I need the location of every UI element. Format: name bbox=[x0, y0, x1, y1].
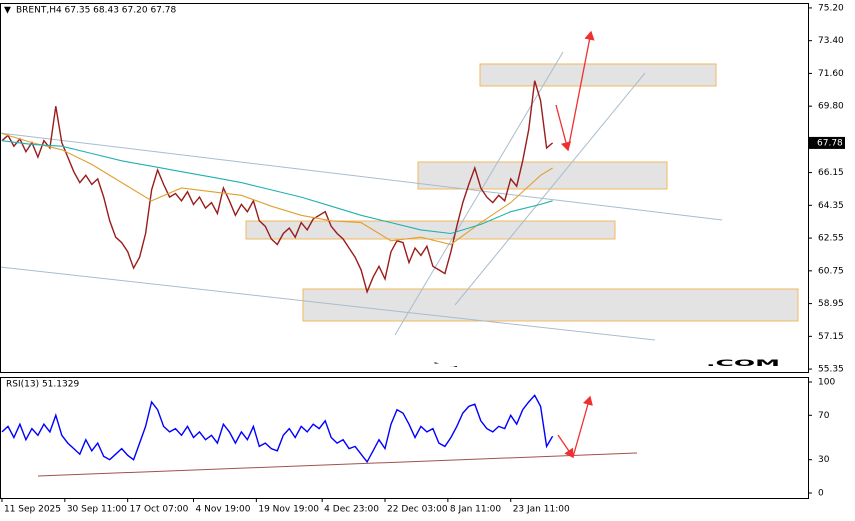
y-tick-label: 69.80 bbox=[818, 102, 844, 112]
last-price-box bbox=[809, 136, 845, 149]
price-panel-border bbox=[0, 3, 809, 373]
y-tick-label: 70 bbox=[818, 411, 830, 421]
level-box bbox=[302, 288, 799, 322]
y-tick-label: 71.60 bbox=[818, 69, 844, 79]
y-tick-label: 58.95 bbox=[818, 299, 844, 309]
y-tick-label: 73.40 bbox=[818, 36, 844, 46]
title-arrow: ▼ bbox=[4, 6, 11, 16]
forecast-arrow bbox=[567, 30, 595, 151]
y-tick-label: 60.75 bbox=[818, 266, 844, 276]
watermark-bel: BEL bbox=[303, 361, 402, 371]
y-tick-label: 66.15 bbox=[818, 168, 844, 178]
watermark-investor: INVESTOR bbox=[404, 361, 704, 371]
forecast-arrow bbox=[555, 104, 572, 152]
y-tick-label: 64.35 bbox=[818, 201, 844, 211]
watermark: BEL INVESTOR .COM bbox=[302, 359, 780, 372]
y-tick-label: 55.35 bbox=[818, 365, 844, 375]
series-line bbox=[1, 80, 554, 294]
x-tick-label: 23 Jan 11:00 bbox=[513, 505, 570, 515]
forecast-arrow bbox=[572, 395, 593, 458]
x-tick-label: 8 Jan 11:00 bbox=[450, 505, 502, 515]
y-tick-label: 57.15 bbox=[818, 332, 844, 342]
rsi-trend-line bbox=[37, 452, 638, 477]
y-tick-label: 100 bbox=[818, 377, 835, 387]
y-tick-label: 30 bbox=[818, 455, 830, 465]
rsi-title: RSI(13) 51.1329 bbox=[6, 380, 79, 390]
marks bbox=[1, 80, 554, 464]
y-tick-label: 75.20 bbox=[818, 3, 844, 13]
series-line bbox=[1, 140, 553, 235]
x-tick-label: 22 Dec 03:00 bbox=[387, 505, 448, 515]
x-tick-label: 4 Nov 19:00 bbox=[196, 505, 251, 515]
x-tick-label: 4 Dec 23:00 bbox=[324, 505, 379, 515]
trend-line bbox=[0, 266, 656, 341]
x-tick-label: 30 Sep 11:00 bbox=[67, 505, 127, 515]
trend-line bbox=[0, 132, 723, 221]
y-tick-label: 0 bbox=[818, 489, 824, 499]
x-tick-label: 17 Oct 07:00 bbox=[130, 505, 189, 515]
watermark-com: .COM bbox=[706, 359, 780, 369]
series-line bbox=[1, 394, 554, 464]
last-price-label: 67.78 bbox=[817, 138, 843, 148]
level-box bbox=[479, 63, 717, 87]
forecast-arrow bbox=[557, 434, 574, 459]
level-box bbox=[417, 161, 668, 190]
y-tick-label: 62.55 bbox=[818, 234, 844, 244]
rsi-panel-border bbox=[0, 377, 809, 499]
chart-title: BRENT,H4 67.35 68.43 67.20 67.78 bbox=[16, 6, 176, 16]
x-tick-label: 11 Sep 2025 bbox=[4, 505, 61, 515]
channel-line bbox=[454, 72, 646, 306]
channel-line bbox=[394, 51, 564, 336]
x-tick-label: 19 Nov 19:00 bbox=[258, 505, 319, 515]
